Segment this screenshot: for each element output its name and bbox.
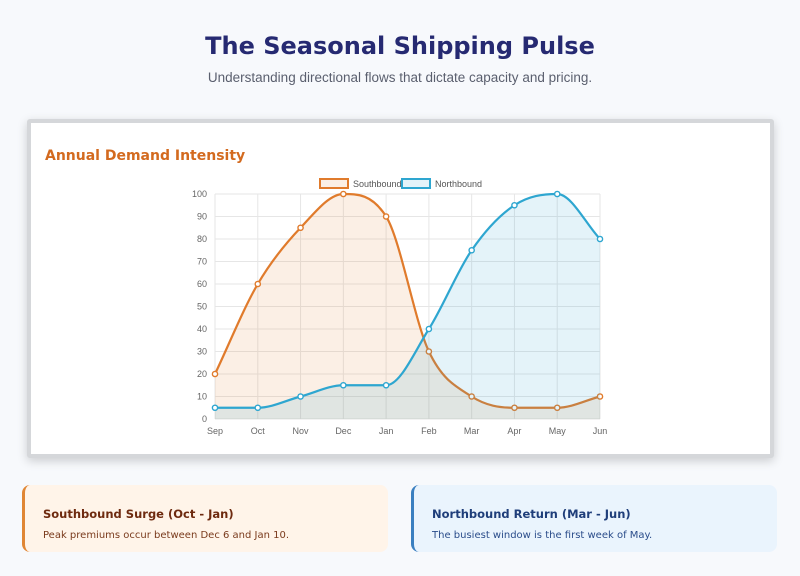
chart-card-title: Annual Demand Intensity — [45, 148, 246, 164]
southbound-point — [254, 280, 262, 288]
x-tick-label: Dec — [335, 426, 352, 436]
northbound-legend-label: Northbound — [435, 179, 482, 189]
y-tick-label: 0 — [202, 414, 207, 424]
southbound-legend-label: Southbound — [353, 179, 402, 189]
northbound-point — [511, 201, 518, 209]
y-tick-label: 40 — [197, 324, 207, 334]
southbound-info-card: Southbound Surge (Oct - Jan) Peak premiu… — [22, 485, 388, 552]
y-tick-label: 90 — [197, 212, 207, 222]
y-tick-label: 100 — [192, 189, 207, 199]
x-tick-label: Sep — [207, 426, 223, 436]
southbound-legend-swatch — [319, 178, 349, 189]
southbound-point — [596, 393, 604, 400]
northbound-point — [596, 235, 604, 243]
demand-line-chart: 0 10 20 30 40 50 60 70 80 90 100 Sep Oct Nov Dec Jan Feb… — [192, 178, 608, 436]
southbound-point — [511, 404, 518, 412]
southbound-point — [553, 404, 561, 412]
x-tick-label: Jun — [593, 426, 608, 436]
southbound-point — [340, 190, 347, 198]
northbound-point — [211, 404, 219, 412]
northbound-point — [468, 246, 475, 254]
southbound-point — [382, 213, 390, 220]
southbound-info-text: Peak premiums occur between Dec 6 and Ja… — [43, 530, 290, 541]
northbound-line — [215, 192, 601, 409]
y-tick-label: 70 — [197, 257, 207, 267]
x-tick-label: Feb — [421, 426, 437, 436]
southbound-point — [468, 393, 475, 400]
southbound-point — [425, 348, 433, 355]
northbound-info-card: Northbound Return (Mar - Jun) The busies… — [411, 485, 777, 552]
northbound-point — [425, 325, 433, 333]
x-tick-label: Apr — [507, 426, 521, 436]
northbound-point — [340, 381, 347, 389]
x-tick-label: Oct — [251, 426, 266, 436]
northbound-point — [297, 393, 304, 400]
page-title: The Seasonal Shipping Pulse — [205, 32, 595, 60]
northbound-point — [382, 381, 390, 389]
y-tick-label: 60 — [197, 279, 207, 289]
y-tick-label: 30 — [197, 347, 207, 357]
x-tick-label: May — [549, 426, 567, 436]
x-tick-label: Nov — [293, 426, 310, 436]
chart-card: Annual Demand Intensity 0 10 20 30 40 50 60 70 8… — [27, 119, 774, 458]
northbound-point — [553, 190, 561, 198]
y-tick-label: 20 — [197, 369, 207, 379]
y-tick-label: 80 — [197, 234, 207, 244]
y-tick-label: 50 — [197, 302, 207, 312]
northbound-info-text: The busiest window is the first week of … — [432, 530, 653, 541]
southbound-point — [297, 224, 304, 232]
x-tick-label: Jan — [379, 426, 394, 436]
southbound-area — [215, 194, 600, 419]
northbound-legend-swatch — [401, 178, 431, 189]
southbound-info-title: Southbound Surge (Oct - Jan) — [43, 507, 234, 521]
chart-grid — [214, 193, 601, 420]
x-tick-label: Mar — [464, 426, 480, 436]
southbound-point — [211, 370, 219, 378]
northbound-info-title: Northbound Return (Mar - Jun) — [432, 507, 631, 521]
northbound-area — [215, 194, 600, 419]
y-tick-label: 10 — [197, 392, 207, 402]
page-subtitle: Understanding directional flows that dic… — [207, 70, 593, 85]
southbound-line — [214, 192, 601, 409]
northbound-point — [254, 404, 262, 412]
